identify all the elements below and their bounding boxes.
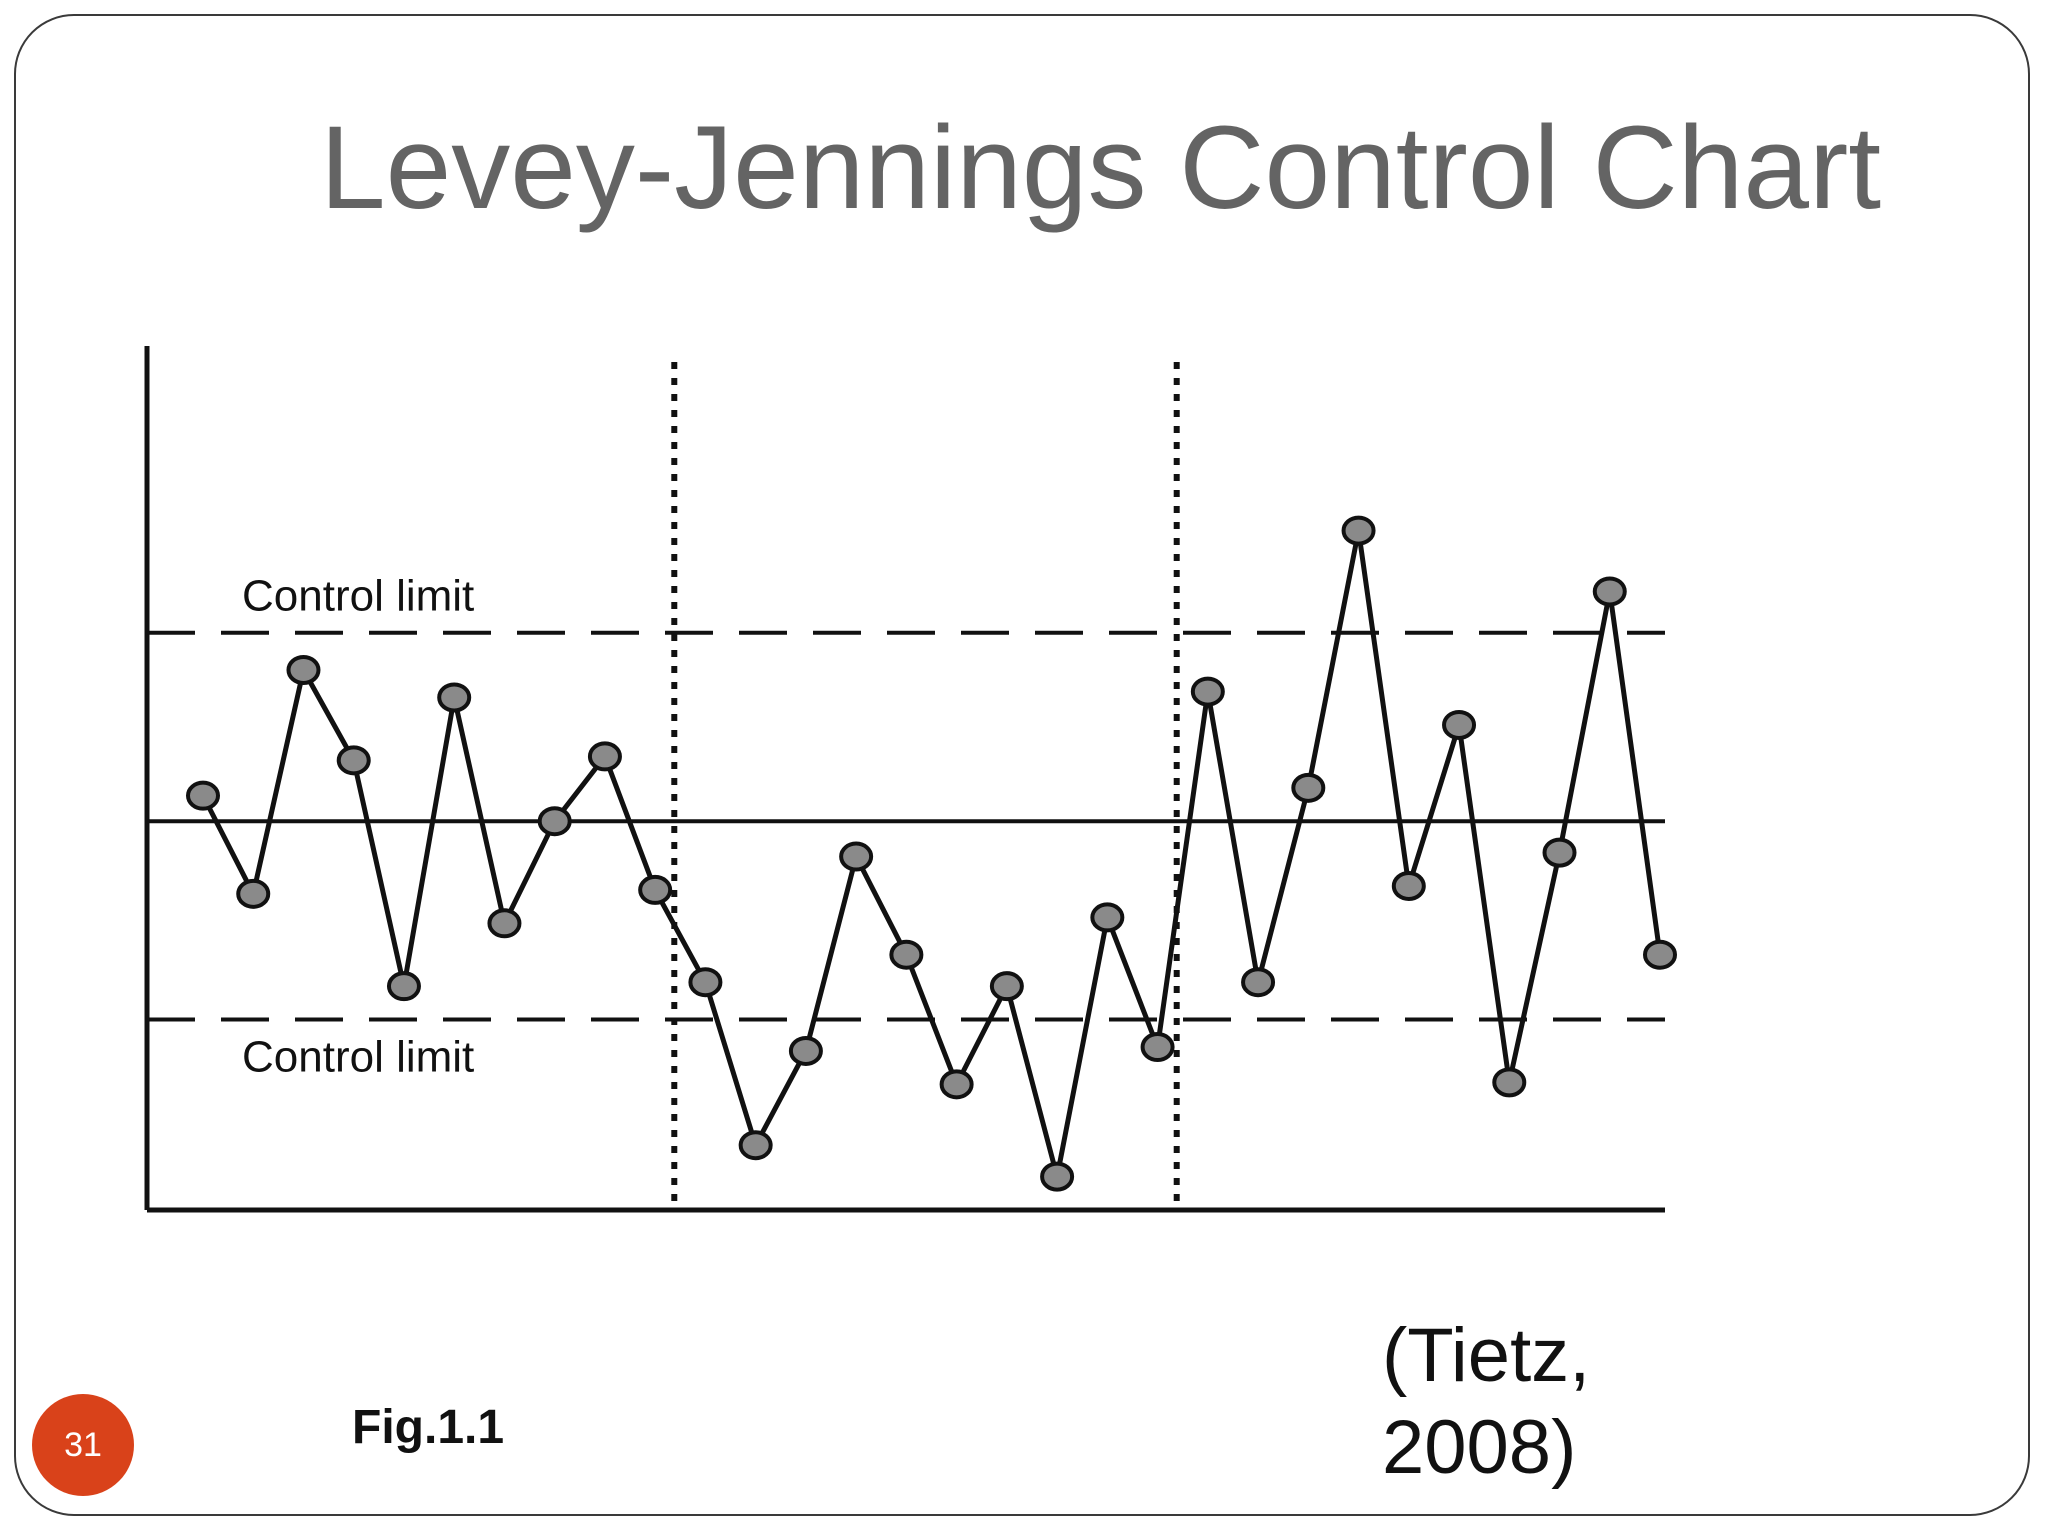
data-point-12 xyxy=(738,1130,773,1161)
series-line xyxy=(200,530,1663,1178)
data-point-26 xyxy=(1442,709,1477,740)
data-point-2 xyxy=(236,878,271,909)
data-point-18 xyxy=(1040,1161,1075,1192)
data-point-10 xyxy=(638,874,673,905)
figure-label: Fig.1.1 xyxy=(352,1401,505,1454)
limit-labels: Control limit Control limit xyxy=(242,572,474,1082)
slide-number-badge: 31 xyxy=(32,1394,134,1496)
section-dividers xyxy=(671,362,1180,1206)
slide-title: Levey-Jennings Control Chart xyxy=(320,102,1882,234)
control-limits xyxy=(147,630,1665,1022)
data-point-13 xyxy=(788,1035,823,1066)
data-point-25 xyxy=(1391,871,1426,901)
data-point-30 xyxy=(1643,939,1677,970)
data-point-22 xyxy=(1241,967,1276,998)
data-point-3 xyxy=(286,655,321,685)
data-point-24 xyxy=(1341,515,1376,546)
data-point-5 xyxy=(386,971,421,1002)
data-point-7 xyxy=(487,908,522,939)
data-point-6 xyxy=(437,682,472,713)
data-point-21 xyxy=(1190,676,1225,707)
chart-axes xyxy=(144,346,1665,1213)
lower-limit-label: Control limit xyxy=(242,1033,474,1082)
data-point-1 xyxy=(186,780,220,811)
qc-series xyxy=(186,515,1677,1192)
data-point-29 xyxy=(1592,576,1627,607)
data-point-15 xyxy=(889,939,924,970)
data-point-17 xyxy=(989,971,1024,1002)
data-point-9 xyxy=(587,741,622,772)
data-point-19 xyxy=(1090,902,1125,933)
data-point-28 xyxy=(1542,837,1577,868)
citation: (Tietz, 2008) xyxy=(1382,1313,1591,1490)
data-point-14 xyxy=(839,841,874,872)
upper-limit-label: Control limit xyxy=(242,572,474,621)
data-point-20 xyxy=(1140,1032,1175,1063)
data-point-16 xyxy=(939,1069,974,1100)
data-point-4 xyxy=(336,745,371,776)
data-point-27 xyxy=(1492,1067,1527,1098)
data-point-23 xyxy=(1291,772,1326,803)
data-point-8 xyxy=(537,806,572,837)
data-point-11 xyxy=(688,967,723,998)
slide-frame xyxy=(14,14,2030,1516)
